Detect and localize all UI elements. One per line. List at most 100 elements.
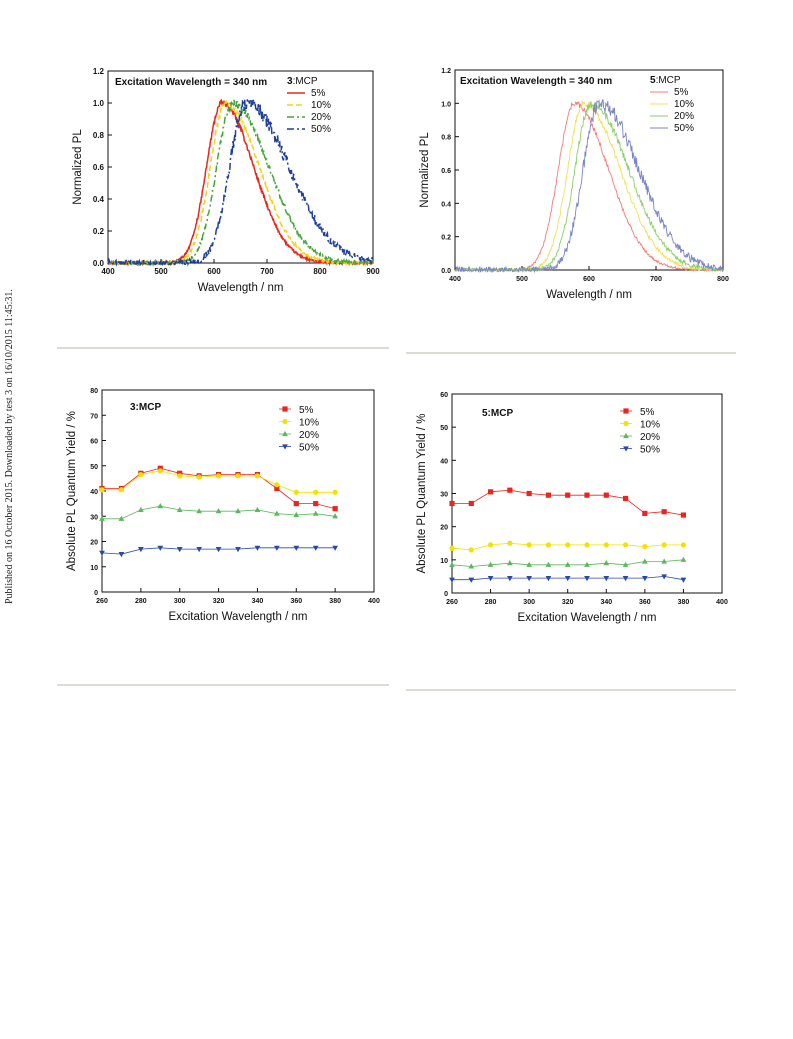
x-tick-label: 380	[678, 599, 690, 606]
legend-entry-3: 20%	[640, 432, 660, 443]
data-point	[642, 510, 648, 516]
x-tick-label: 600	[207, 267, 221, 276]
chart-panel-5-quantum-yield: 260 280 300 320 340 360 380 400 0 10 20 30 40 50 60 Exc…	[405, 385, 740, 650]
data-point	[584, 575, 590, 582]
data-point	[565, 492, 571, 498]
data-point	[487, 542, 494, 548]
legend-marker	[282, 406, 288, 412]
legend-entry-2: 10%	[311, 100, 331, 111]
divider-rule	[57, 347, 389, 349]
divider-rule	[406, 352, 736, 354]
data-point	[332, 513, 339, 519]
legend-marker	[623, 408, 629, 414]
data-point	[235, 508, 241, 514]
data-point	[487, 575, 494, 582]
data-point	[622, 561, 629, 567]
data-point	[526, 575, 533, 582]
x-tick-label: 360	[290, 598, 302, 605]
data-point	[468, 547, 474, 553]
legend-entry-1: 5%	[299, 405, 314, 416]
data-point	[254, 473, 261, 479]
data-point	[545, 542, 552, 548]
data-point	[215, 546, 222, 553]
y-tick-label: 0.2	[441, 235, 451, 242]
y-tick-label: 30	[90, 514, 98, 521]
x-axis-label: Wavelength / nm	[546, 289, 632, 301]
y-axis-label: Absolute PL Quantum Yield / %	[66, 411, 78, 571]
data-point	[118, 487, 125, 493]
data-point	[468, 500, 474, 507]
data-point	[468, 577, 475, 583]
data-point	[603, 492, 609, 498]
data-point	[603, 542, 609, 548]
data-point	[680, 512, 687, 518]
data-point	[584, 542, 590, 548]
data-point	[157, 468, 163, 474]
x-tick-label: 400	[449, 276, 461, 283]
excitation-annotation: Excitation Wavelength = 340 nm	[460, 76, 612, 87]
data-point	[680, 577, 687, 583]
legend-entry-4: 50%	[674, 123, 694, 134]
series-line-2	[107, 99, 374, 267]
y-axis-label: Normalized PL	[419, 132, 431, 208]
y-tick-label: 0.4	[441, 201, 451, 208]
data-point	[526, 561, 533, 567]
chart-panel-3-quantum-yield: 260 280 300 320 340 360 380 400 0 10 20 30 40 50 60 70 8…	[58, 383, 388, 648]
data-point	[157, 545, 164, 551]
data-point	[332, 506, 338, 512]
data-point	[118, 515, 125, 521]
data-point	[545, 492, 552, 498]
data-point	[564, 561, 571, 567]
data-point	[176, 506, 183, 513]
y-tick-label: 80	[90, 388, 98, 395]
legend-marker	[282, 444, 288, 450]
data-point	[274, 482, 280, 488]
legend-marker	[623, 432, 629, 439]
data-point	[137, 546, 144, 553]
data-point	[584, 561, 590, 567]
y-tick-label: 40	[90, 489, 98, 496]
legend-entry-3: 20%	[674, 111, 694, 122]
data-point	[526, 542, 532, 548]
data-point	[138, 471, 144, 478]
y-tick-label: 0.0	[93, 259, 105, 268]
y-tick-label: 0.6	[441, 168, 451, 175]
y-tick-label: 0.0	[441, 268, 451, 275]
x-tick-label: 300	[174, 598, 186, 605]
x-tick-label: 320	[213, 598, 225, 605]
y-tick-label: 20	[440, 525, 448, 532]
x-tick-label: 400	[368, 598, 380, 605]
data-point	[293, 511, 300, 518]
data-point	[661, 574, 668, 580]
x-tick-label: 500	[154, 267, 168, 276]
legend-marker	[623, 446, 629, 452]
series-line-4	[454, 99, 724, 274]
data-point	[468, 563, 475, 569]
y-tick-label: 60	[90, 439, 98, 446]
y-tick-label: 1.0	[441, 101, 451, 108]
data-point	[273, 510, 280, 516]
legend-title: 5:MCP	[650, 75, 681, 86]
legend-entry-4: 50%	[299, 443, 319, 454]
x-tick-label: 300	[523, 599, 535, 606]
plot-frame	[107, 70, 374, 264]
data-point	[176, 546, 183, 553]
y-tick-label: 20	[90, 540, 98, 547]
x-tick-label: 700	[260, 267, 274, 276]
data-point	[680, 556, 687, 562]
y-tick-label: 10	[90, 565, 98, 572]
x-tick-label: 340	[600, 599, 612, 606]
data-point	[564, 575, 571, 582]
y-tick-label: 1.2	[441, 68, 451, 75]
excitation-annotation: Excitation Wavelength = 340 nm	[115, 77, 267, 88]
y-tick-label: 0.8	[441, 135, 451, 142]
chart-title: 3:MCP	[130, 402, 161, 413]
y-tick-label: 70	[90, 413, 98, 420]
data-point	[545, 575, 552, 582]
x-axis-label: Excitation Wavelength / nm	[169, 611, 308, 623]
data-point	[661, 558, 668, 564]
legend-entry-2: 10%	[674, 99, 694, 110]
legend-marker	[623, 420, 629, 427]
chart-panel-3-pl-spectra: 400 500 600 700 800 900 0.0 0.2 0.4 0.6 0.8 1.0 1.2 W…	[58, 60, 388, 310]
x-tick-label: 320	[562, 599, 574, 606]
